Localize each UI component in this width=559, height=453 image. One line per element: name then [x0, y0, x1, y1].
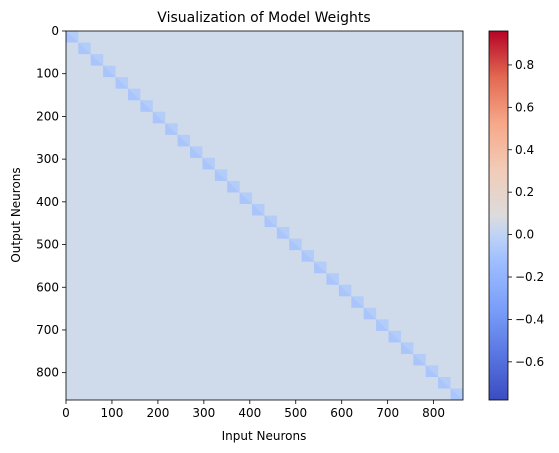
y-tick-label: 100 [36, 67, 59, 81]
x-axis-label: Input Neurons [222, 429, 307, 443]
x-tick-label: 100 [100, 406, 123, 420]
chart-title: Visualization of Model Weights [157, 10, 370, 26]
colorbar-axis: −0.6 −0.4 −0.2 0.0 0.2 0.4 0.6 0.8 [508, 58, 544, 369]
x-tick-label: 200 [146, 406, 169, 420]
x-tick-label: 0 [62, 406, 70, 420]
y-tick-label: 700 [36, 323, 59, 337]
colorbar-tick-label: −0.6 [515, 355, 544, 369]
colorbar-tick-label: 0.0 [515, 228, 534, 242]
colorbar-tick-label: −0.2 [515, 270, 544, 284]
y-tick-label: 400 [36, 195, 59, 209]
x-tick-label: 800 [422, 406, 445, 420]
colorbar [489, 31, 508, 400]
y-tick-label: 800 [36, 366, 59, 380]
y-axis: 0 100 200 300 400 500 600 700 800 [36, 24, 66, 380]
y-tick-label: 300 [36, 152, 59, 166]
colorbar-tick-label: 0.2 [515, 185, 534, 199]
y-tick-label: 500 [36, 238, 59, 252]
colorbar-tick-label: 0.4 [515, 143, 534, 157]
x-axis: 0 100 200 300 400 500 600 700 800 [62, 400, 445, 420]
colorbar-tick-label: 0.6 [515, 100, 534, 114]
x-tick-label: 400 [238, 406, 261, 420]
x-tick-label: 600 [330, 406, 353, 420]
y-tick-label: 600 [36, 280, 59, 294]
colorbar-tick-label: −0.4 [515, 312, 544, 326]
colorbar-tick-label: 0.8 [515, 58, 534, 72]
y-tick-label: 0 [51, 24, 59, 38]
x-tick-label: 700 [376, 406, 399, 420]
y-tick-label: 200 [36, 109, 59, 123]
x-tick-label: 300 [192, 406, 215, 420]
x-tick-label: 500 [284, 406, 307, 420]
y-axis-label: Output Neurons [9, 167, 23, 262]
